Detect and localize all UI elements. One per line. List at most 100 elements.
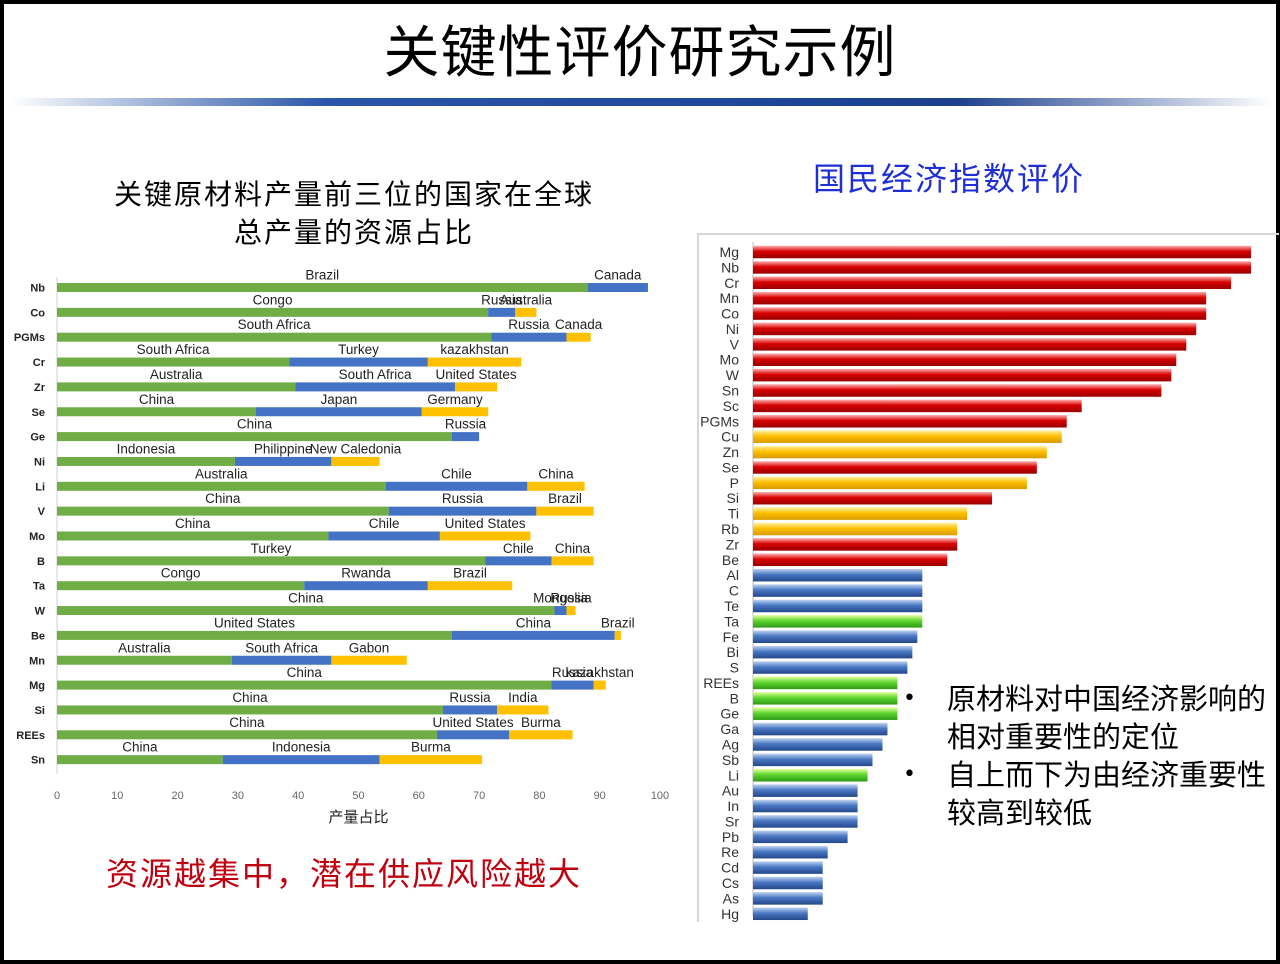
bar-segment (57, 606, 555, 616)
index-bar (753, 445, 1047, 459)
segment-label: Canada (555, 317, 603, 332)
bar-segment (295, 382, 455, 392)
segment-label: Japan (321, 392, 358, 407)
segment-label: China (237, 417, 273, 432)
segment-label: Australia (500, 292, 553, 307)
left-chart-title: 关键原材料产量前三位的国家在全球 总产量的资源占比 (64, 176, 644, 252)
category-label: Ni (34, 456, 45, 468)
segment-label: China (175, 516, 211, 531)
category-label: Ta (33, 581, 46, 593)
category-label: REEs (703, 675, 739, 691)
bar-segment (536, 506, 594, 516)
x-tick-label: 70 (473, 790, 485, 802)
segment-label: China (205, 491, 241, 506)
bar-segment (385, 481, 528, 491)
category-label: Sb (722, 752, 739, 768)
index-bar (753, 461, 1037, 474)
segment-label: South Africa (238, 317, 311, 332)
economic-index-chart-frame (697, 233, 1279, 922)
category-label: Sc (723, 398, 739, 414)
slide-title: 关键性评价研究示例 (383, 21, 897, 86)
category-label: Hg (721, 906, 739, 922)
category-label: Se (32, 407, 45, 419)
bar-segment (57, 680, 552, 690)
bar-segment (57, 456, 235, 466)
bar-segment (57, 730, 437, 740)
segment-label: Russia (481, 292, 523, 307)
x-tick-label: 0 (54, 790, 60, 802)
bar-segment (57, 357, 290, 367)
index-bar (753, 845, 828, 859)
index-bar (753, 645, 913, 659)
bar-segment (57, 432, 452, 442)
segment-label: Russia (552, 665, 594, 680)
category-label: As (723, 890, 739, 906)
segment-label: kazakhstan (566, 665, 634, 680)
bar-segment (451, 432, 480, 442)
segment-label: Burma (411, 740, 451, 755)
index-bar (753, 415, 1067, 428)
bar-segment (57, 655, 232, 665)
segment-label: United States (214, 615, 295, 630)
segment-label: Brazil (453, 566, 487, 581)
bullet-icon: • (903, 762, 916, 787)
bar-segment (388, 506, 537, 516)
index-bar (753, 799, 858, 813)
bar-segment (57, 755, 223, 765)
bar-segment (515, 307, 537, 317)
category-label: Cd (721, 860, 739, 876)
category-label: Ni (726, 321, 739, 337)
index-bar (753, 507, 968, 520)
bar-segment (57, 705, 443, 715)
segment-label: kazakhstan (440, 342, 508, 357)
conclusion-text: 资源越集中，潜在供应风险越大 (106, 855, 583, 893)
segment-label: China (555, 541, 591, 556)
category-label: Ge (30, 432, 45, 444)
index-bar (753, 676, 898, 690)
segment-label: Gabon (349, 640, 390, 655)
category-label: B (730, 690, 739, 706)
segment-label: China (288, 591, 324, 606)
category-label: Fe (723, 629, 740, 645)
category-label: Mn (29, 655, 45, 667)
segment-label: United States (436, 367, 517, 382)
category-label: Sn (722, 383, 739, 399)
index-bar (753, 384, 1162, 397)
category-label: Se (722, 459, 739, 475)
segment-label: India (508, 690, 538, 705)
bar-segment (222, 755, 380, 765)
index-bar (753, 615, 923, 628)
bar-segment (566, 332, 591, 342)
bar-segment (289, 357, 428, 367)
category-label: P (730, 475, 739, 491)
segment-label: Burma (521, 715, 561, 730)
x-tick-label: 20 (171, 790, 183, 802)
segment-label: Brazil (305, 268, 339, 283)
category-label: Be (722, 552, 739, 568)
category-label: In (727, 798, 739, 814)
category-label: W (35, 606, 46, 618)
bar-segment (57, 531, 329, 541)
category-label: V (730, 336, 740, 352)
segment-label: South Africa (245, 640, 318, 655)
index-bar (753, 568, 923, 582)
segment-label: China (516, 615, 552, 630)
index-bar (753, 353, 1177, 366)
segment-label: South Africa (339, 367, 412, 382)
category-label: Cr (724, 275, 739, 291)
bar-segment (491, 332, 567, 342)
bar-segment (509, 730, 573, 740)
category-label: V (38, 506, 46, 518)
category-label: Co (30, 307, 45, 319)
segment-label: China (287, 665, 323, 680)
left-chart-title-line2: 总产量的资源占比 (233, 216, 474, 249)
segment-label: China (232, 690, 268, 705)
index-bar (753, 861, 823, 874)
segment-label: China (139, 392, 175, 407)
category-label: Ga (720, 721, 739, 737)
category-label: Nb (30, 283, 45, 295)
note-text: 原材料对中国经济影响的相对重要性的定位 (947, 682, 1267, 754)
category-label: Te (724, 598, 739, 614)
index-bar (753, 907, 808, 921)
title-gradient-bar (10, 98, 1272, 106)
